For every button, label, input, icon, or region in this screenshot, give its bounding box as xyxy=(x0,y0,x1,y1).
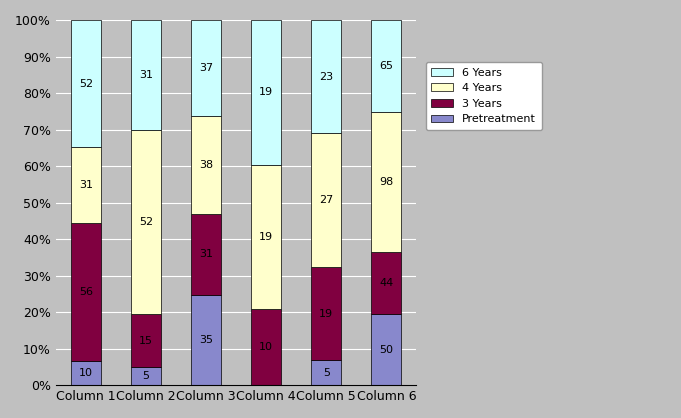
Text: 23: 23 xyxy=(319,72,334,82)
Text: 10: 10 xyxy=(79,368,93,378)
Bar xyxy=(71,361,101,385)
Bar xyxy=(71,223,101,361)
Bar xyxy=(311,133,341,267)
Bar xyxy=(311,360,341,385)
Bar xyxy=(191,214,221,295)
Bar xyxy=(191,116,221,214)
Bar xyxy=(251,20,281,165)
Text: 38: 38 xyxy=(199,160,213,170)
Text: 15: 15 xyxy=(139,336,153,346)
Text: 19: 19 xyxy=(319,308,334,319)
Bar xyxy=(371,20,402,112)
Legend: 6 Years, 4 Years, 3 Years, Pretreatment: 6 Years, 4 Years, 3 Years, Pretreatment xyxy=(426,62,542,130)
Text: 10: 10 xyxy=(259,342,273,352)
Text: 52: 52 xyxy=(139,217,153,227)
Text: 5: 5 xyxy=(323,368,330,378)
Bar xyxy=(311,267,341,360)
Text: 19: 19 xyxy=(259,232,273,242)
Text: 65: 65 xyxy=(379,61,394,71)
Text: 44: 44 xyxy=(379,278,394,288)
Text: 52: 52 xyxy=(79,79,93,89)
Bar xyxy=(131,314,161,367)
Bar xyxy=(191,295,221,385)
Bar xyxy=(371,112,402,252)
Text: 31: 31 xyxy=(139,70,153,80)
Bar xyxy=(71,148,101,223)
Bar xyxy=(311,20,341,133)
Text: 37: 37 xyxy=(199,63,213,73)
Bar xyxy=(371,252,402,314)
Bar xyxy=(131,130,161,314)
Bar xyxy=(251,309,281,385)
Text: 19: 19 xyxy=(259,87,273,97)
Text: 35: 35 xyxy=(199,335,213,345)
Text: 27: 27 xyxy=(319,195,334,205)
Bar xyxy=(251,165,281,309)
Text: 50: 50 xyxy=(379,344,394,354)
Bar xyxy=(131,20,161,130)
Text: 98: 98 xyxy=(379,177,394,187)
Text: 5: 5 xyxy=(142,371,149,381)
Bar xyxy=(71,20,101,148)
Text: 31: 31 xyxy=(79,181,93,191)
Text: 31: 31 xyxy=(199,250,213,259)
Bar xyxy=(371,314,402,385)
Bar xyxy=(191,20,221,116)
Text: 56: 56 xyxy=(79,287,93,297)
Bar xyxy=(131,367,161,385)
